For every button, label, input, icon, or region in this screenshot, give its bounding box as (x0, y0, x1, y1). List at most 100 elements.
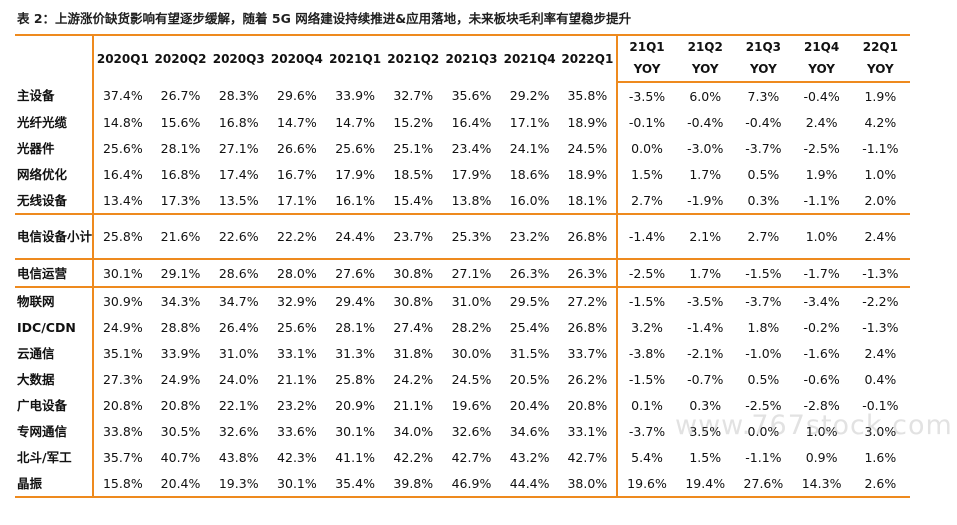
row-label: 无线设备 (17, 192, 68, 208)
margin-cell: 33.9% (335, 88, 375, 103)
margin-cell: 26.2% (567, 371, 608, 387)
margin-cell: 18.5% (393, 166, 434, 182)
row-label: 北斗/军工 (17, 449, 72, 465)
row-label: 云通信 (17, 345, 55, 361)
margin-cell: 27.1% (218, 140, 259, 156)
margin-cell: 18.6% (509, 166, 550, 182)
table-row: 广电设备 20.8% 20.8% 22.1% 23.2% 20.9% 21.1% 19.6% 2… (15, 392, 910, 418)
row-label-header (15, 34, 94, 82)
header-row-top: 2020Q1 2020Q2 2020Q3 2020Q4 2021Q1 2021Q… (15, 34, 910, 82)
margin-cell: 35.7% (92, 444, 152, 470)
margin-cell: 34.0% (393, 423, 434, 439)
margin-cell: 19.3% (209, 470, 268, 498)
yoy-cell: 0.1% (615, 392, 677, 418)
margin-cell: 28.3% (218, 88, 259, 103)
table-row: 光器件 25.6% 28.1% 27.1% 26.6% 25.6% 25.1% 23.4% 24… (15, 135, 910, 161)
yoy-cell: -1.4% (615, 213, 677, 259)
margin-cell: 15.2% (393, 114, 434, 130)
yoy-header-quarter: 21Q1 (615, 34, 677, 59)
margin-cell: 20.8% (567, 397, 608, 413)
margin-cell: 30.0% (451, 345, 492, 361)
margin-cell: 30.1% (92, 258, 152, 287)
header-row-bottom: YOY YOY YOY YOY YOY (15, 58, 910, 83)
margin-cell: 42.7% (451, 449, 492, 465)
margin-cell: 28.8% (160, 319, 201, 335)
yoy-cell: 19.4% (676, 470, 735, 498)
margin-cell: 30.8% (384, 258, 443, 287)
yoy-cell: 27.6% (734, 470, 793, 498)
margin-cell: 34.7% (209, 286, 268, 314)
table-caption: 表 2：上游涨价缺货影响有望逐步缓解，随着 5G 网络建设持续推进&应用落地，未… (17, 11, 632, 26)
yoy-cell: 1.7% (676, 258, 735, 287)
margin-cell: 33.6% (277, 423, 317, 439)
yoy-cell: -1.1% (862, 140, 899, 156)
margin-cell: 26.8% (558, 213, 617, 259)
margin-cell: 38.0% (558, 470, 617, 498)
yoy-cell: 19.6% (615, 470, 677, 498)
margin-cell: 32.6% (451, 423, 492, 439)
margin-cell: 14.7% (277, 114, 317, 130)
yoy-cell: -0.4% (745, 114, 782, 130)
quarter-header: 2021Q4 (500, 34, 559, 82)
quarter-header: 2021Q3 (442, 34, 501, 82)
margin-cell: 16.0% (509, 192, 550, 208)
yoy-cell: 0.5% (747, 166, 780, 182)
margin-cell: 24.5% (567, 140, 608, 156)
margin-cell: 21.1% (393, 397, 434, 413)
margin-cell: 27.2% (558, 286, 617, 314)
yoy-cell: 0.5% (747, 371, 780, 387)
margin-cell: 17.1% (509, 114, 550, 130)
yoy-cell: 2.7% (734, 213, 793, 259)
margin-cell: 24.9% (160, 371, 201, 387)
yoy-cell: 2.1% (676, 213, 735, 259)
quarter-header: 2021Q1 (326, 34, 385, 82)
yoy-cell: -1.9% (687, 192, 724, 208)
margin-cell: 17.9% (335, 166, 375, 182)
yoy-cell: 1.8% (747, 319, 780, 335)
yoy-cell: -1.3% (862, 319, 899, 335)
margin-cell: 16.4% (451, 114, 492, 130)
margin-cell: 46.9% (442, 470, 501, 498)
yoy-cell: 3.2% (615, 314, 677, 340)
margin-cell: 20.4% (509, 397, 550, 413)
table-row: 北斗/军工 35.7% 40.7% 43.8% 42.3% 41.1% 42.2% 42.7%… (15, 444, 910, 470)
margin-cell: 42.2% (393, 449, 434, 465)
margin-cell: 17.4% (218, 166, 259, 182)
yoy-cell: 1.5% (689, 449, 722, 465)
yoy-header-quarter: 22Q1 (850, 34, 910, 59)
yoy-cell: -0.1% (615, 109, 677, 135)
margin-cell: 33.9% (160, 345, 201, 361)
margin-cell: 24.0% (218, 371, 259, 387)
margin-cell: 23.2% (277, 397, 317, 413)
yoy-cell: -1.1% (803, 192, 840, 208)
margin-cell: 31.0% (218, 345, 259, 361)
yoy-header-label: YOY (734, 58, 793, 83)
margin-cell: 23.7% (384, 213, 443, 259)
yoy-cell: 2.4% (850, 213, 910, 259)
margin-cell: 37.4% (92, 82, 152, 109)
gross-margin-table: 2020Q1 2020Q2 2020Q3 2020Q4 2021Q1 2021Q… (15, 34, 910, 498)
table-row: 网络优化 16.4% 16.8% 17.4% 16.7% 17.9% 18.5% 17.9% 1… (15, 161, 910, 187)
quarter-header: 2020Q1 (92, 34, 152, 82)
row-label: 大数据 (17, 371, 55, 387)
yoy-cell: -3.0% (687, 140, 724, 156)
margin-cell: 34.6% (509, 423, 550, 439)
margin-cell: 25.8% (335, 371, 375, 387)
margin-cell: 18.9% (567, 166, 608, 182)
margin-cell: 22.6% (209, 213, 268, 259)
yoy-cell: 0.9% (805, 449, 838, 465)
yoy-cell: -3.5% (615, 82, 677, 109)
yoy-cell: -1.0% (745, 345, 782, 361)
yoy-cell: 6.0% (689, 88, 722, 104)
table-row: 专网通信 33.8% 30.5% 32.6% 33.6% 30.1% 34.0% 32.6% 3… (15, 418, 910, 444)
yoy-cell: 0.3% (689, 397, 722, 413)
margin-cell: 43.8% (218, 449, 259, 465)
yoy-cell: -1.3% (850, 258, 910, 287)
yoy-header-quarter: 21Q3 (734, 34, 793, 59)
margin-cell: 29.6% (277, 88, 317, 103)
margin-cell: 18.1% (567, 192, 608, 208)
margin-cell: 26.8% (567, 319, 608, 335)
margin-cell: 32.7% (393, 88, 434, 103)
margin-cell: 25.1% (393, 140, 434, 156)
margin-cell: 20.8% (92, 392, 152, 418)
